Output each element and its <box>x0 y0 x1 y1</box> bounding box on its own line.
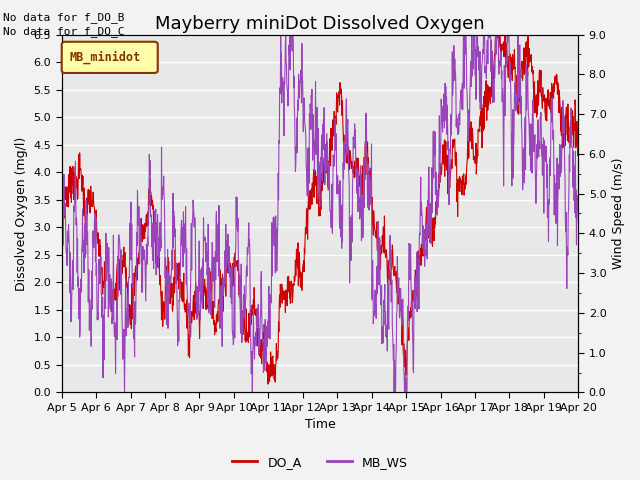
Y-axis label: Dissolved Oxygen (mg/l): Dissolved Oxygen (mg/l) <box>15 136 28 290</box>
Text: MB_minidot: MB_minidot <box>69 51 141 64</box>
Text: No data for f_DO_B: No data for f_DO_B <box>3 12 125 23</box>
Y-axis label: Wind Speed (m/s): Wind Speed (m/s) <box>612 158 625 269</box>
X-axis label: Time: Time <box>305 419 335 432</box>
Legend: DO_A, MB_WS: DO_A, MB_WS <box>227 451 413 474</box>
Title: Mayberry miniDot Dissolved Oxygen: Mayberry miniDot Dissolved Oxygen <box>155 15 485 33</box>
Text: No data for f_DO_C: No data for f_DO_C <box>3 26 125 37</box>
